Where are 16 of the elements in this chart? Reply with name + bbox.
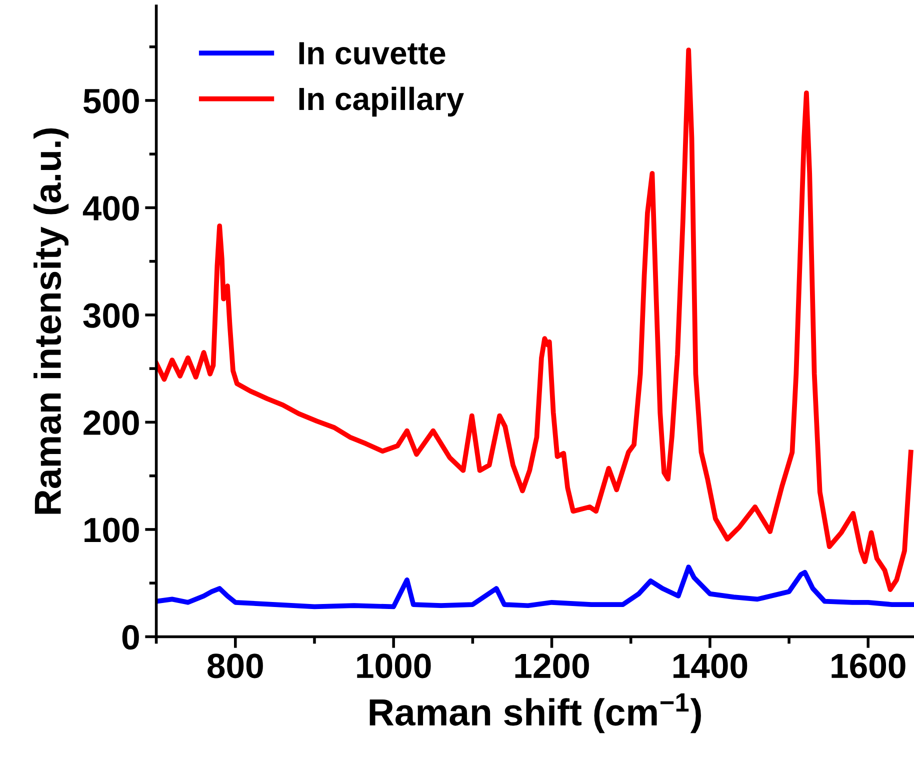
y-tick-label: 300 [83, 303, 139, 328]
x-axis-title: Raman shift (cm$^{−1}$) [370, 693, 701, 734]
y-tick-label: 500 [83, 88, 139, 114]
x-tick-label: 1200 [515, 654, 589, 678]
x-tick-label: 800 [208, 654, 263, 678]
y-axis-title: Raman intensity (a.u.) [34, 128, 69, 514]
x-tick-label: 1000 [357, 654, 431, 678]
y-tick-label: 200 [84, 410, 139, 436]
y-tick-label: 400 [82, 196, 139, 221]
x-tick-label: 1600 [832, 654, 906, 678]
y-tick-label: 100 [84, 518, 139, 542]
legend-label: In cuvette [299, 42, 446, 64]
legend-label: In capillary [299, 86, 464, 117]
x-tick-label: 1400 [674, 654, 748, 678]
line-series [156, 564, 914, 610]
y-tick-label: 0 [122, 625, 139, 650]
